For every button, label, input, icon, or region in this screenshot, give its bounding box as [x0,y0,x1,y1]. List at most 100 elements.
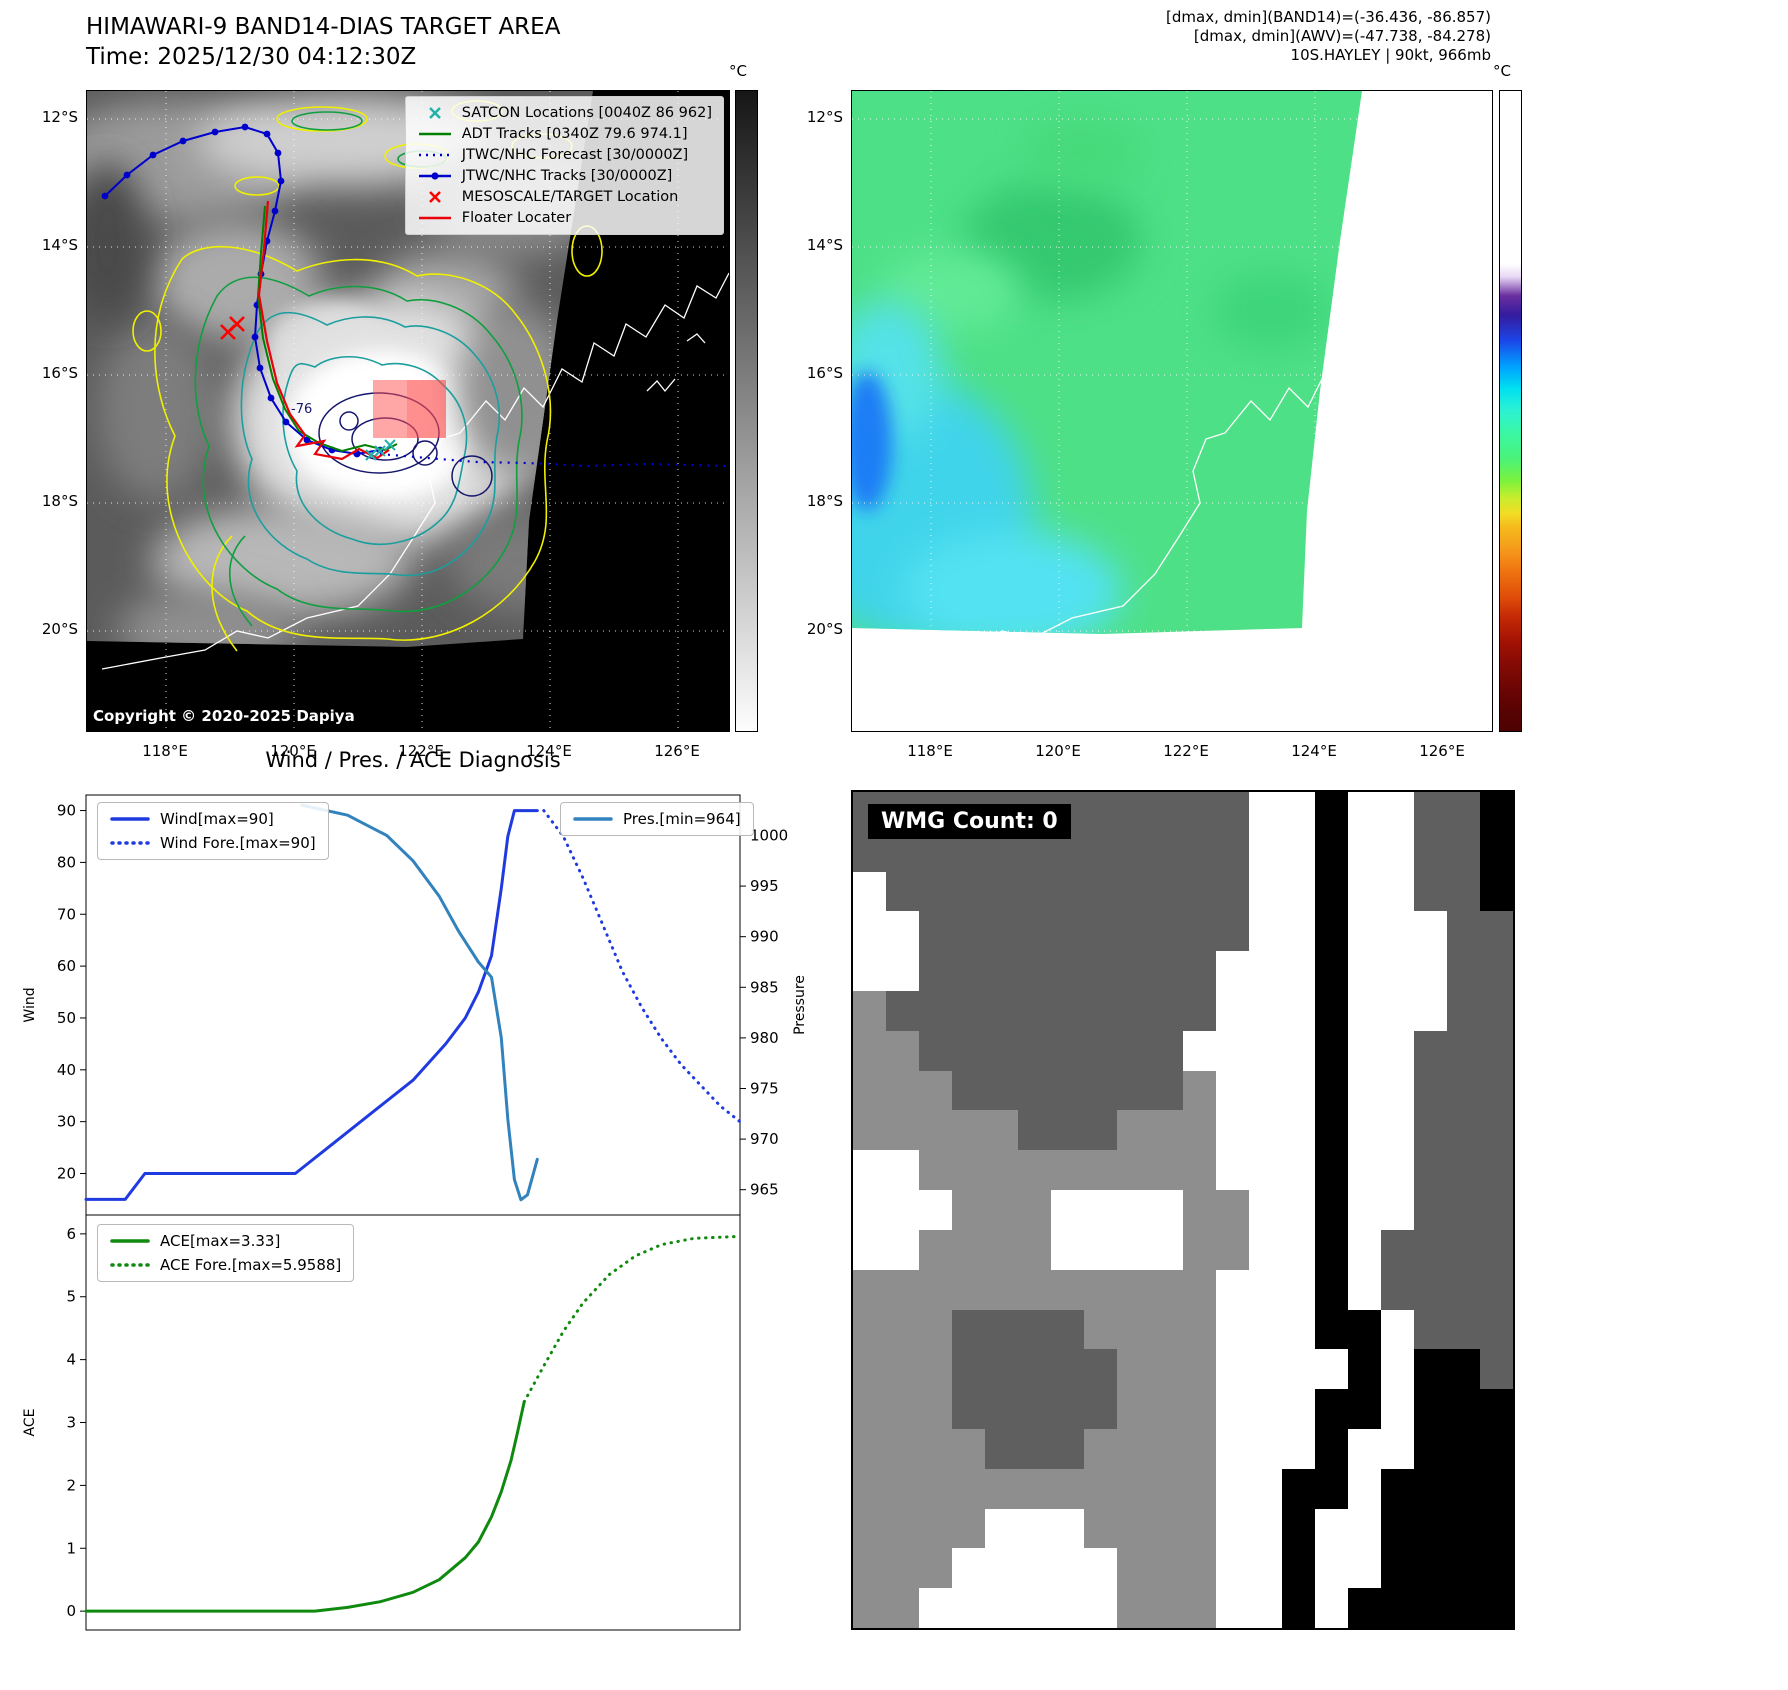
wmg-cell [853,1110,886,1151]
wmg-cell [1414,1269,1447,1310]
wmg-cell [1447,1349,1480,1390]
wmg-cell [1348,792,1381,832]
wmg-cell [952,1309,985,1350]
wmg-cell [1282,1070,1315,1111]
wmg-cell [1282,1548,1315,1589]
colorbar-unit-label: °C [1493,62,1511,80]
wmg-cell [985,1588,1018,1628]
legend-line-icon [110,817,150,821]
lon-tick-label: 118°E [142,742,188,760]
wmg-cell [886,1229,919,1270]
wmg-cell [1183,1508,1216,1549]
wmg-cell [1315,1229,1348,1270]
y-axis-tick-label: 5 [66,1288,76,1306]
wmg-cell [1381,871,1414,912]
wmg-cell [886,1190,919,1230]
wmg-cell [1381,1389,1414,1429]
wmg-cell [1249,1588,1282,1628]
wmg-cell [1414,1070,1447,1111]
wmg-cell [952,1070,985,1111]
y-axis-tick-label: 50 [57,1009,76,1027]
wmg-cell [1480,951,1513,992]
chart-legend-item: ACE Fore.[max=5.9588] [110,1256,341,1274]
wmg-cell [1315,911,1348,952]
chart-legend-item: Pres.[min=964] [573,810,741,828]
wmg-cell [1183,1229,1216,1270]
wmg-cell [1051,1110,1084,1151]
wmg-cell [1150,792,1183,832]
storm-id-label: 10S.HAYLEY | 90kt, 966mb [1290,46,1491,64]
coastline [101,272,729,670]
wmg-cell [1117,792,1150,832]
lat-tick-label: 18°S [806,492,843,510]
forecast-dotted-line-icon [418,153,451,157]
wmg-cell [1051,1588,1084,1628]
legend-line-icon [110,841,150,845]
wmg-cell [1183,1588,1216,1628]
wmg-cell [1183,1070,1216,1111]
wmg-cell [1414,1150,1447,1191]
wmg-cell [1051,951,1084,992]
wmg-cell [1150,1070,1183,1111]
wmg-cell [1414,911,1447,952]
wmg-cell [952,1190,985,1230]
wmg-cell [886,1070,919,1111]
wmg-cell [985,991,1018,1031]
wmg-cell [1216,991,1249,1031]
wmg-cell [1381,1070,1414,1111]
wmg-cell [1480,1070,1513,1111]
wmg-cell [853,991,886,1031]
wmg-cell [1447,1150,1480,1191]
wmg-cell [1018,951,1051,992]
lat-tick-label: 12°S [806,108,843,126]
series-line-Wind Fore.[max=90] [542,809,742,1124]
wmg-cell [1249,1389,1282,1429]
legend-line-icon [110,1263,150,1267]
wmg-cell [985,1030,1018,1071]
wmg-cell [1051,1468,1084,1509]
wmg-cell [1348,1150,1381,1191]
wmg-cell [985,1428,1018,1469]
wmg-cell [1150,1508,1183,1549]
wmg-cell [1282,1349,1315,1390]
wmg-cell [1216,831,1249,872]
wmg-cell [1051,1349,1084,1390]
band14-legend: SATCON Locations [0040Z 86 962] ADT Trac… [404,96,724,235]
wmg-cell [1414,1508,1447,1549]
chart-legend-label: Wind[max=90] [160,810,274,828]
wmg-cell [1348,831,1381,872]
wmg-cell [1018,1070,1051,1111]
dmax-dmin-band14: [dmax, dmin](BAND14)=(-36.436, -86.857) [1166,8,1491,26]
wmg-cell [1282,911,1315,952]
wmg-cell [952,1508,985,1549]
wmg-cell [1414,951,1447,992]
wmg-cell [1480,991,1513,1031]
wmg-cell [1117,1070,1150,1111]
wmg-count-label: WMG Count: 0 [868,804,1071,839]
wmg-cell [985,1110,1018,1151]
wmg-cell [1117,1190,1150,1230]
wmg-cell [1348,1588,1381,1628]
wmg-cell [886,1548,919,1589]
wmg-cell [952,1229,985,1270]
wmg-cell [1084,831,1117,872]
wmg-cell [1150,911,1183,952]
chart-legend-item: ACE[max=3.33] [110,1232,341,1250]
chart-legend-item: Wind Fore.[max=90] [110,834,316,852]
wmg-cell [1447,1588,1480,1628]
wmg-cell [1084,792,1117,832]
wmg-cell [1480,1190,1513,1230]
legend-label: ADT Tracks [0340Z 79.6 974.1] [461,126,688,142]
lat-tick-label: 20°S [41,620,78,638]
wmg-cell [1051,1030,1084,1071]
wmg-cell [1216,1190,1249,1230]
series-line-ACE[max=3.33] [84,1400,526,1613]
wmg-cell [1480,1349,1513,1390]
wmg-cell [1084,911,1117,952]
wmg-cell [1183,1468,1216,1509]
diagnosis-title: Wind / Pres. / ACE Diagnosis [265,748,561,772]
wmg-cell [1249,1508,1282,1549]
wmg-cell [1117,1349,1150,1390]
wmg-cell [1051,1150,1084,1191]
wmg-cell [1348,1389,1381,1429]
